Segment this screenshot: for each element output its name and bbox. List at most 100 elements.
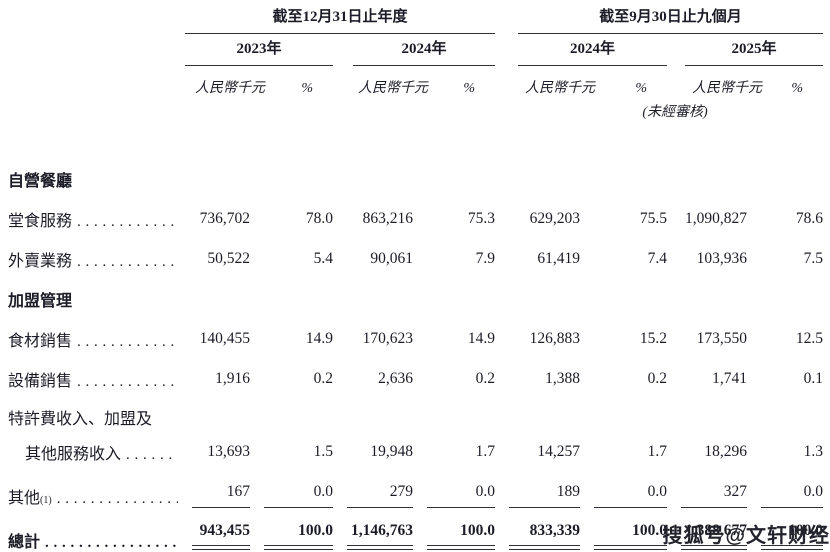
row-label-cell: 外賣業務 — [8, 239, 178, 279]
table-row-delivery: 外賣業務 50,522 5.4 90,061 7.9 61,419 7.4 10… — [8, 239, 823, 279]
spacer-row — [8, 127, 823, 159]
value-cell: 75.5 — [639, 210, 668, 227]
empty-cell — [8, 66, 178, 97]
period-fy-header-cell: 截至12月31日止年度 — [178, 0, 496, 34]
dot-leader — [77, 334, 178, 351]
unit-header: 人民幣千元 — [195, 81, 265, 96]
value-cell: 1.5 — [313, 442, 333, 460]
table-row-total: 總計 943,455 100.0 1,146,763 100.0 833,339… — [8, 508, 824, 552]
total-value-cell: 100.0 — [580, 508, 668, 552]
dot-leader — [77, 214, 178, 231]
total-value-cell: 943,455 — [178, 508, 250, 552]
double-rule — [264, 544, 333, 550]
row-label-cell: 總計 — [8, 508, 178, 552]
row-label-cell: 其他 (1) — [8, 468, 178, 508]
row-label: 其他服務收入 — [25, 445, 122, 463]
pct-header: % — [301, 81, 313, 96]
row-label: 外賣業務 — [8, 253, 73, 270]
value-cell: 167 — [178, 468, 250, 508]
year-2024-9m-cell: 2024年 — [495, 34, 668, 66]
period-header-row: 截至12月31日止年度 截至9月30日止九個月 — [8, 0, 824, 34]
value-cell: 279 — [333, 468, 413, 508]
row-label-cell: 設備銷售 — [8, 359, 178, 399]
value-cell: 14.9 — [467, 330, 496, 347]
unit-header: 人民幣千元 — [692, 81, 763, 96]
double-rule — [509, 544, 581, 550]
period-fy-label: 截至12月31日止年度 — [185, 5, 496, 34]
double-rule — [427, 544, 496, 550]
value-cell: 14,257 — [537, 442, 581, 460]
year-2025-cell: 2025年 — [667, 34, 824, 66]
dot-leader — [77, 374, 178, 391]
unaudited-note: (未經審核) — [642, 105, 708, 120]
value-cell: 78.6 — [795, 210, 824, 227]
row-label-cell: 其他服務收入 — [8, 435, 178, 468]
value-cell: 18,296 — [704, 442, 748, 460]
unaudited-row: (未經審核) — [8, 97, 823, 127]
row-label: 特許費收入、加盟及 — [8, 411, 153, 428]
double-rule — [761, 544, 824, 550]
value-cell: 1.7 — [475, 442, 496, 460]
unit-header-row: 人民幣千元 % 人民幣千元 % 人民幣千元 % 人民幣千元 % — [8, 66, 823, 97]
year-2023-cell: 2023年 — [178, 34, 333, 66]
value-cell: 61,419 — [537, 250, 581, 267]
total-value-cell: 1,388,677 — [667, 508, 748, 552]
value-cell: 0.0 — [580, 468, 668, 508]
row-label-cell: 特許費收入、加盟及 — [8, 399, 823, 435]
row-label: 堂食服務 — [8, 213, 73, 230]
value-cell: 0.2 — [647, 370, 668, 387]
dot-leader — [77, 254, 178, 271]
table-row-food-sales: 食材銷售 140,455 14.9 170,623 14.9 126,883 1… — [8, 319, 823, 359]
value-cell: 0.0 — [250, 468, 333, 508]
empty-cell — [8, 34, 178, 66]
table-row-others: 其他(1) 167 0.0 279 0.0 189 0.0 327 0.0 — [8, 468, 824, 508]
table-row-equipment-sales: 設備銷售 1,916 0.2 2,636 0.2 1,388 0.2 1,741… — [8, 359, 823, 399]
empty-cell — [8, 97, 495, 127]
table-row-franchise-fee-line1: 特許費收入、加盟及 — [8, 399, 823, 435]
value-cell: 0.0 — [413, 468, 496, 508]
value-cell: 0.0 — [747, 468, 824, 508]
total-value-cell: 1,146,763 — [333, 508, 413, 552]
value-cell: 629,203 — [529, 210, 581, 227]
revenue-breakdown-table: 截至12月31日止年度 截至9月30日止九個月 2023年 2024年 2024… — [8, 0, 824, 552]
row-label: 設備銷售 — [8, 373, 73, 390]
table-row-other-service-income: 其他服務收入 13,693 1.5 19,948 1.7 14,257 1.7 … — [8, 435, 823, 468]
row-label-cell: 堂食服務 — [8, 199, 178, 239]
value-cell: 2,636 — [378, 370, 413, 387]
value-cell: 0.2 — [313, 370, 333, 387]
value-cell: 7.9 — [475, 250, 496, 267]
value-cell: 173,550 — [696, 330, 748, 347]
row-label: 食材銷售 — [8, 333, 73, 350]
double-rule — [192, 544, 250, 550]
value-cell: 0.1 — [803, 370, 824, 387]
year-2024-9m-label: 2024年 — [518, 37, 668, 66]
value-cell: 0.2 — [475, 370, 496, 387]
total-value-cell: 100.0 — [747, 508, 824, 552]
value-cell: 189 — [495, 468, 581, 508]
section-label-cell: 自營餐廳 — [8, 159, 823, 199]
year-2025-label: 2025年 — [685, 37, 824, 66]
value-cell: 1,090,827 — [685, 210, 748, 227]
period-9m-label: 截至9月30日止九個月 — [518, 5, 824, 34]
value-cell: 14.9 — [305, 330, 333, 347]
value-cell: 1.7 — [647, 442, 668, 460]
unit-header: 人民幣千元 — [525, 81, 596, 96]
unit-header: 人民幣千元 — [358, 81, 428, 96]
value-cell: 90,061 — [370, 250, 413, 267]
value-cell: 327 — [667, 468, 748, 508]
year-2024fy-cell: 2024年 — [333, 34, 496, 66]
value-cell: 75.3 — [467, 210, 496, 227]
value-cell: 1,388 — [545, 370, 581, 387]
period-9m-header-cell: 截至9月30日止九個月 — [495, 0, 824, 34]
value-cell: 12.5 — [795, 330, 824, 347]
empty-cell — [8, 0, 178, 34]
total-value-cell: 100.0 — [250, 508, 333, 552]
row-label: 其他 — [8, 490, 41, 507]
pct-header: % — [635, 81, 648, 96]
watermark-text: 搜狐号@文轩财经 — [662, 525, 830, 547]
pct-header: % — [463, 81, 476, 96]
value-cell: 1.3 — [803, 442, 824, 460]
value-cell: 50,522 — [207, 250, 250, 267]
dot-leader — [57, 491, 178, 508]
total-value-cell: 833,339 — [495, 508, 581, 552]
